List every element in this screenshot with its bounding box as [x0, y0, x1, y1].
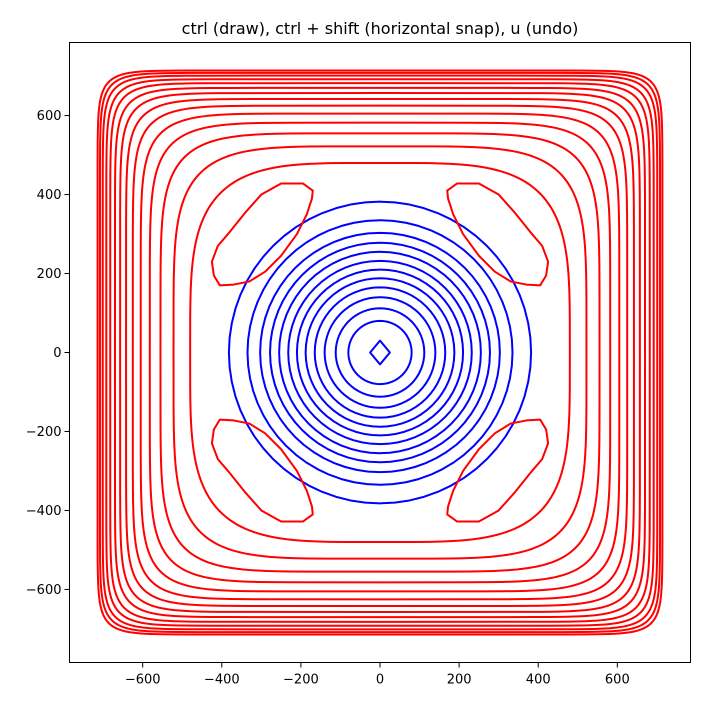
red-contour-line-25	[113, 86, 647, 619]
red-contour-line-15	[210, 418, 314, 523]
red-contour-line-16	[446, 418, 550, 523]
blue-contour-line-8	[278, 250, 482, 455]
y-tick-label: −400	[26, 504, 62, 519]
y-axis: −600 −400 −200 0 200 400 600	[26, 109, 70, 598]
blue-contour-line-10	[259, 231, 501, 474]
x-axis: −600 −400 −200 0 200 400 600	[125, 662, 630, 688]
blue-contour-line-5	[304, 277, 456, 428]
red-contour-line-14	[210, 182, 314, 287]
x-tick-label: −200	[283, 673, 319, 688]
contour-lines	[96, 69, 664, 636]
blue-contour-line-12	[227, 200, 533, 505]
red-contour-line-28	[101, 74, 659, 631]
y-tick-label: 600	[37, 109, 62, 124]
red-contour-line-30	[96, 69, 664, 636]
y-tick-label: 400	[37, 188, 62, 203]
y-tick-label: 0	[53, 346, 61, 361]
y-tick-label: −600	[26, 583, 62, 598]
x-tick-label: −600	[125, 673, 161, 688]
blue-contour-line-0	[369, 339, 391, 366]
blue-contour-line-2	[334, 307, 426, 398]
red-contour-line-23	[125, 97, 635, 608]
red-contour-line-29	[98, 71, 662, 634]
red-contour-line-21	[139, 112, 621, 593]
blue-contour-line-4	[313, 286, 447, 419]
blue-contour-line-11	[246, 219, 514, 486]
y-tick-label: 200	[37, 267, 62, 282]
blue-contour-line-1	[347, 319, 413, 386]
blue-contour-line-9	[269, 241, 491, 464]
blue-contour-line-6	[295, 268, 465, 437]
red-contour-line-18	[172, 145, 588, 560]
red-contour-line-19	[159, 132, 601, 573]
red-contour-line-26	[109, 82, 651, 623]
x-tick-label: 0	[376, 673, 384, 688]
red-contour-line-20	[148, 121, 612, 584]
x-tick-label: 600	[605, 673, 630, 688]
x-tick-label: 200	[447, 673, 472, 688]
y-tick-label: −200	[26, 425, 62, 440]
red-contour-line-17	[189, 161, 571, 544]
red-contour-line-27	[105, 78, 655, 627]
red-contour-line-24	[119, 92, 641, 613]
chart-title: ctrl (draw), ctrl + shift (horizontal sn…	[182, 19, 579, 38]
blue-contour-line-7	[287, 259, 473, 446]
red-contour-line-22	[131, 104, 629, 601]
blue-contour-line-3	[323, 296, 437, 409]
x-tick-label: 400	[526, 673, 551, 688]
x-tick-label: −400	[204, 673, 240, 688]
axes-frame	[69, 42, 691, 663]
plot-area	[96, 69, 664, 636]
red-contour-line-13	[446, 182, 550, 287]
